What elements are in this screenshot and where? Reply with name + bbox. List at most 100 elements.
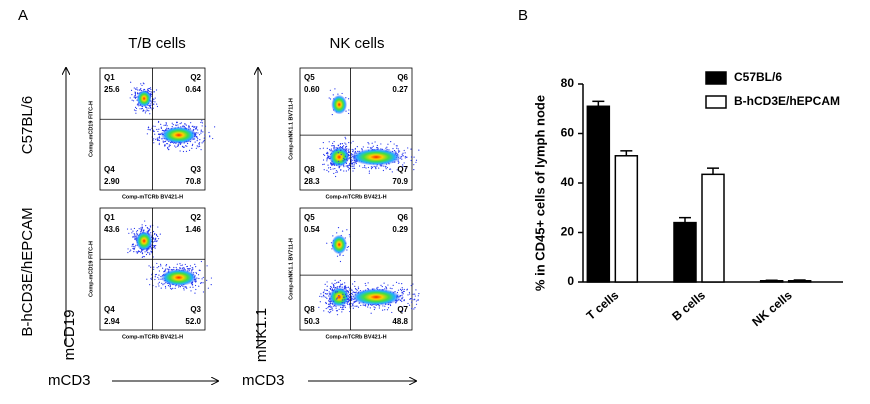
event-dot — [329, 288, 332, 290]
event-dot — [406, 289, 408, 291]
legend-label: B-hCD3E/hEPCAM — [734, 94, 840, 108]
event-dot — [136, 229, 139, 232]
event-dot — [182, 267, 184, 269]
event-dot — [179, 123, 181, 125]
event-dot — [328, 305, 330, 308]
event-dot — [415, 161, 417, 163]
event-dot — [364, 165, 366, 167]
event-dot — [322, 141, 324, 144]
event-dot — [344, 136, 346, 138]
event-dot — [382, 305, 384, 307]
event-dot — [129, 97, 131, 99]
event-dot — [345, 97, 347, 99]
event-dot — [170, 288, 173, 290]
event-dot — [344, 155, 347, 157]
plot-y-label: Comp-mNK1.1 BV711-H — [288, 238, 294, 300]
event-dot — [357, 288, 360, 290]
event-dot — [411, 301, 413, 303]
quadrant-value: 25.6 — [104, 85, 120, 94]
event-dot — [392, 147, 394, 150]
event-dot — [414, 293, 416, 295]
event-dot — [160, 263, 162, 265]
event-dot — [325, 293, 328, 295]
event-dot — [323, 153, 325, 156]
event-dot — [179, 263, 181, 265]
event-dot — [401, 153, 403, 155]
event-dot — [197, 274, 200, 276]
event-dot — [344, 285, 347, 287]
event-dot — [141, 256, 143, 258]
quadrant-value: 0.54 — [304, 225, 320, 234]
event-dot — [155, 237, 157, 239]
event-dot — [191, 283, 194, 285]
event-dot — [140, 228, 142, 231]
event-dot — [344, 282, 346, 284]
y-tick-label: 60 — [561, 126, 575, 140]
event-dot — [141, 227, 144, 229]
event-dot — [358, 165, 361, 167]
event-dot — [166, 142, 168, 145]
event-dot — [149, 87, 152, 89]
event-dot — [357, 286, 360, 288]
event-dot — [333, 145, 335, 147]
event-dot — [354, 287, 357, 290]
event-dot — [403, 288, 405, 291]
event-dot — [350, 142, 352, 144]
event-dot — [345, 149, 347, 151]
event-dot — [329, 312, 331, 314]
event-dot — [150, 277, 152, 280]
event-dot — [341, 143, 344, 145]
event-dot — [200, 282, 202, 285]
event-dot — [387, 307, 390, 309]
event-dot — [138, 89, 140, 91]
event-dot — [376, 144, 378, 147]
event-dot — [343, 285, 346, 287]
row-label: B-hCD3E/hEPCAM — [19, 207, 36, 336]
event-dot — [336, 297, 338, 299]
event-dot — [413, 308, 415, 310]
event-dot — [414, 295, 416, 297]
event-dot — [144, 251, 146, 253]
event-dot — [332, 309, 334, 311]
event-dot — [155, 233, 158, 236]
plot-x-label: Comp-mTCRb BV421-H — [325, 334, 386, 340]
event-dot — [154, 278, 156, 281]
event-dot — [157, 137, 159, 139]
event-dot — [336, 255, 339, 257]
event-dot — [385, 288, 388, 290]
event-dot — [146, 278, 148, 280]
event-dot — [198, 144, 200, 146]
event-dot — [153, 98, 155, 101]
event-dot — [380, 284, 382, 287]
event-dot — [203, 137, 205, 139]
event-dot — [365, 167, 367, 169]
event-dot — [341, 283, 344, 285]
event-dot — [389, 168, 391, 170]
event-dot — [331, 307, 333, 309]
event-dot — [136, 87, 138, 89]
event-dot — [138, 250, 141, 253]
event-dot — [164, 270, 166, 272]
event-dot — [337, 147, 339, 149]
event-dot — [191, 147, 193, 149]
event-dot — [333, 146, 335, 148]
event-dot — [323, 163, 325, 165]
x-tick-label: B cells — [669, 288, 708, 324]
event-dot — [134, 88, 137, 90]
event-dot — [137, 103, 139, 105]
event-dot — [331, 282, 333, 284]
event-dot — [191, 144, 193, 147]
event-dot — [151, 248, 153, 250]
y-axis-label: mCD19 — [61, 310, 78, 361]
event-dot — [195, 266, 197, 268]
event-dot — [148, 87, 151, 90]
event-dot — [352, 167, 354, 169]
event-dot — [324, 292, 327, 295]
event-dot — [196, 145, 198, 147]
event-dot — [190, 290, 192, 292]
event-dot — [342, 308, 345, 310]
event-dot — [340, 283, 342, 285]
event-dot — [330, 148, 332, 150]
event-dot — [165, 268, 167, 270]
event-dot — [188, 149, 191, 151]
